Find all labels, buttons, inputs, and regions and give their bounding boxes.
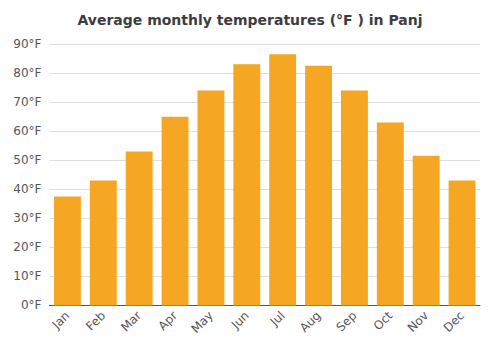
- svg-text:Oct: Oct: [371, 308, 396, 333]
- svg-text:Jun: Jun: [228, 309, 252, 333]
- svg-text:Jan: Jan: [49, 309, 73, 333]
- svg-text:30°F: 30°F: [13, 211, 41, 225]
- svg-text:10°F: 10°F: [13, 269, 41, 283]
- svg-text:60°F: 60°F: [13, 124, 41, 138]
- svg-text:Nov: Nov: [405, 309, 431, 335]
- svg-text:Feb: Feb: [83, 309, 108, 334]
- svg-text:Sep: Sep: [334, 309, 360, 335]
- svg-text:May: May: [188, 309, 215, 336]
- svg-text:50°F: 50°F: [13, 153, 41, 167]
- svg-text:Apr: Apr: [155, 308, 180, 333]
- svg-text:Aug: Aug: [297, 309, 323, 335]
- svg-text:70°F: 70°F: [13, 95, 41, 109]
- svg-text:0°F: 0°F: [21, 298, 42, 312]
- svg-text:Average monthly temperatures (: Average monthly temperatures (°F ) in Pa…: [77, 12, 422, 28]
- svg-text:40°F: 40°F: [13, 182, 41, 196]
- svg-text:20°F: 20°F: [13, 240, 41, 254]
- svg-text:Dec: Dec: [441, 309, 467, 335]
- svg-text:80°F: 80°F: [13, 66, 41, 80]
- svg-text:Mar: Mar: [118, 308, 144, 334]
- svg-text:Jul: Jul: [267, 309, 288, 330]
- svg-text:90°F: 90°F: [13, 37, 41, 51]
